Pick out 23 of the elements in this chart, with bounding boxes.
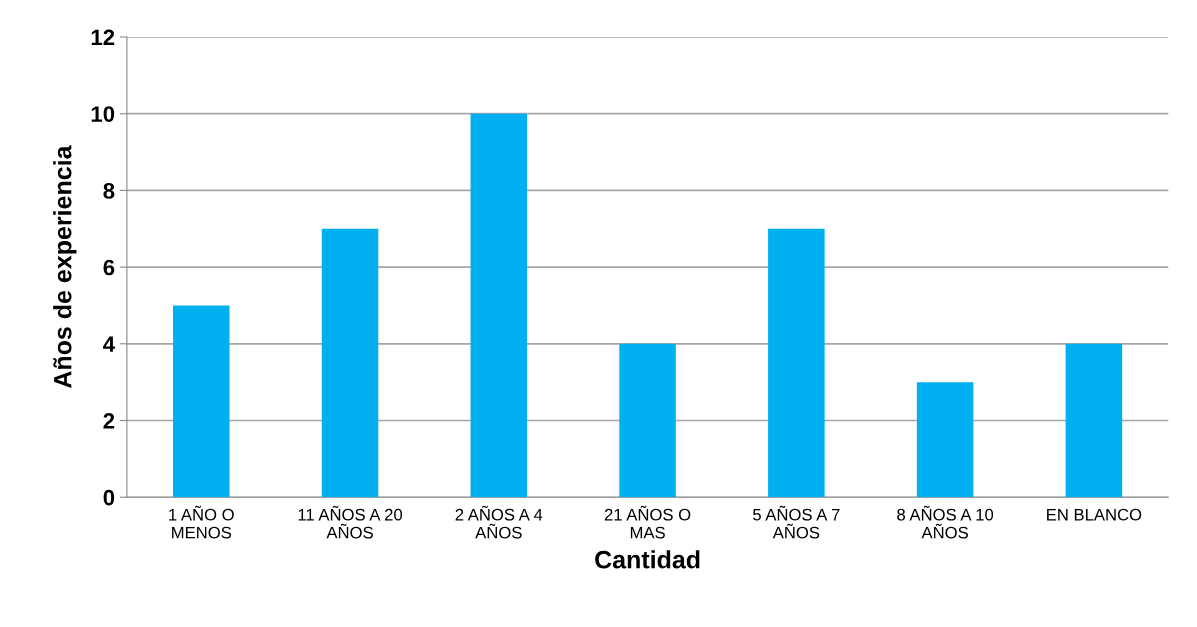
x-axis-title: Cantidad — [595, 550, 700, 569]
bar — [1065, 343, 1123, 498]
x-tick-label: 2 AÑOS A 4 AÑOS — [455, 505, 543, 539]
x-tick-label: EN BLANCO — [1047, 508, 1142, 521]
y-tick-label: 6 — [103, 259, 115, 276]
bar — [619, 343, 676, 498]
bar — [916, 382, 974, 498]
y-tick-label: 4 — [103, 336, 115, 352]
bar — [768, 228, 825, 498]
y-axis-title: Años de experiencia — [53, 145, 77, 389]
x-tick-label: 21 AÑOS O MAS — [604, 505, 691, 539]
x-tick-label: 11 AÑOS A 20 AÑOS — [298, 505, 403, 539]
x-tick-label: 1 AÑO O MENOS — [169, 505, 234, 539]
y-tick-label: 12 — [91, 29, 115, 46]
y-tick-label: 10 — [91, 106, 115, 122]
bar — [470, 113, 528, 498]
bar — [173, 305, 230, 498]
x-tick-label: 8 AÑOS A 10 AÑOS — [897, 505, 994, 539]
x-tick-label: 5 AÑOS A 7 AÑOS — [753, 505, 840, 539]
y-tick-label: 0 — [103, 489, 115, 506]
y-tick-label: 2 — [103, 413, 115, 429]
y-tick-label: 8 — [103, 182, 115, 199]
bar — [321, 228, 379, 498]
